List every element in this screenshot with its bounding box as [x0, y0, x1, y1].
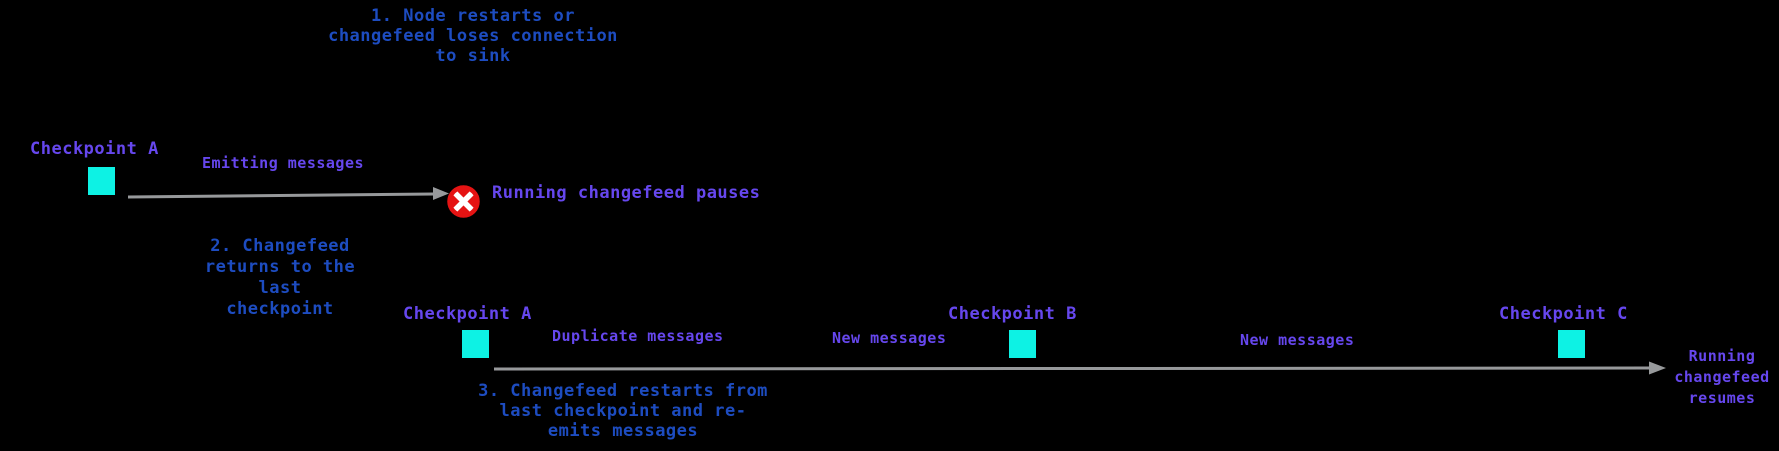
- checkpoint-b-label: Checkpoint B: [948, 304, 1077, 324]
- timeline-2-arrow: [493, 361, 1666, 375]
- running-changefeed-pauses-label: Running changefeed pauses: [492, 183, 761, 203]
- checkpoint-a-marker-timeline2: [462, 330, 489, 358]
- step-2-annotation: 2. Changefeed returns to the last checkp…: [204, 236, 356, 319]
- checkpoint-c-label: Checkpoint C: [1499, 304, 1628, 324]
- checkpoint-a-marker-timeline1: [88, 167, 115, 195]
- checkpoint-a-label-timeline1: Checkpoint A: [30, 139, 159, 159]
- x-circle-icon: [447, 185, 480, 218]
- step-1-annotation: 1. Node restarts or changefeed loses con…: [328, 6, 618, 66]
- timeline-1-arrow: [127, 187, 449, 200]
- checkpoint-c-marker: [1558, 330, 1585, 358]
- checkpoint-b-marker: [1009, 330, 1036, 358]
- new-messages-1-label: New messages: [832, 329, 947, 347]
- new-messages-2-label: New messages: [1240, 331, 1355, 349]
- emitting-messages-label: Emitting messages: [202, 154, 365, 172]
- duplicate-messages-label: Duplicate messages: [552, 327, 724, 345]
- checkpoint-a-label-timeline2: Checkpoint A: [403, 304, 532, 324]
- step-3-annotation: 3. Changefeed restarts from last checkpo…: [478, 381, 768, 441]
- running-changefeed-resumes-label: Running changefeed resumes: [1674, 347, 1770, 407]
